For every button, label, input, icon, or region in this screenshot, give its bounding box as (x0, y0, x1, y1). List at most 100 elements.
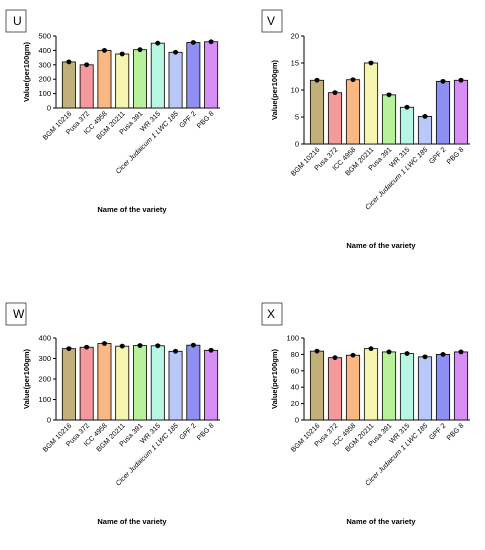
y-tick-label: 100 (38, 395, 51, 404)
bar (97, 50, 112, 109)
x-tick-label: PBG 8 (196, 422, 216, 442)
chart-panel-u: U 0 100 200 300 400 500 Value(per100gm) BGM 1021… (5, 9, 220, 214)
data-point (66, 346, 72, 352)
data-point (440, 78, 446, 84)
bar (115, 345, 130, 421)
bar (168, 350, 183, 421)
bar (399, 106, 415, 145)
y-tick-label: 0 (295, 140, 299, 149)
panel-label: V (267, 14, 275, 28)
data-point (368, 60, 374, 66)
panel-label-box (5, 9, 27, 33)
y-tick-label: 100 (286, 334, 299, 343)
y-axis-label: Value(per100gm) (270, 348, 279, 409)
y-tick-label: 20 (291, 399, 299, 408)
y-tick-label: 80 (291, 350, 299, 359)
y-tick-label: 0 (295, 416, 299, 425)
data-point (66, 59, 72, 65)
data-point (137, 47, 143, 53)
y-tick-label: 60 (291, 366, 299, 375)
data-point (422, 354, 428, 360)
x-tick-label: GPF 2 (428, 146, 447, 165)
x-axis-label: Name of the variety (97, 517, 167, 526)
data-point (458, 77, 464, 83)
bar (327, 92, 343, 145)
bar (79, 64, 94, 109)
bar (61, 61, 76, 109)
y-tick-label: 0 (47, 104, 51, 113)
bar (186, 344, 201, 421)
data-point (119, 343, 125, 349)
y-tick-label: 300 (38, 354, 51, 363)
data-point (155, 40, 161, 46)
data-point (422, 114, 428, 119)
data-point (404, 104, 410, 110)
bar (345, 354, 361, 421)
data-point (155, 343, 161, 349)
bar (79, 346, 94, 421)
data-point (350, 77, 356, 83)
bar (345, 79, 361, 145)
data-point (190, 40, 196, 45)
bar (381, 94, 397, 145)
y-tick-label: 200 (38, 375, 51, 384)
x-tick-label: GPF 2 (178, 422, 197, 441)
data-point (84, 62, 90, 68)
panel-label: U (13, 14, 22, 28)
x-axis-label: Name of the variety (97, 205, 167, 214)
bar (115, 53, 130, 109)
x-tick-label: GPF 2 (178, 110, 197, 129)
data-point (332, 355, 338, 361)
data-point (173, 348, 178, 354)
bar (186, 42, 201, 109)
data-point (137, 343, 143, 348)
x-tick-label: GPF 2 (428, 422, 447, 441)
y-tick-label: 400 (38, 334, 51, 343)
bar (435, 80, 451, 145)
bar (204, 41, 219, 109)
y-axis-label: Value(per100gm) (22, 41, 31, 102)
y-tick-label: 100 (38, 89, 51, 98)
data-point (173, 49, 178, 55)
y-tick-label: 200 (38, 75, 51, 84)
data-point (190, 342, 196, 348)
bar (133, 49, 147, 109)
data-point (314, 77, 320, 83)
x-tick-label: BGM 10216 (290, 422, 321, 453)
data-point (102, 48, 107, 53)
y-tick-label: 40 (291, 383, 299, 392)
bar (133, 345, 147, 421)
panel-label-box (261, 9, 283, 33)
y-axis-label: Value(per100gm) (270, 59, 279, 120)
x-axis-label: Name of the variety (346, 241, 416, 250)
bar (204, 349, 219, 421)
y-tick-label: 300 (38, 60, 51, 69)
x-tick-label: PBG 8 (446, 422, 466, 442)
bar (417, 116, 433, 145)
x-tick-label: BGM 10216 (42, 110, 73, 141)
data-point (386, 349, 392, 355)
data-point (208, 347, 214, 353)
bar (453, 351, 469, 421)
x-tick-label: BGM 10216 (290, 146, 321, 177)
y-tick-label: 15 (291, 59, 299, 68)
bar (309, 79, 325, 145)
y-tick-label: 400 (38, 46, 51, 55)
data-point (102, 341, 107, 346)
bar (453, 79, 469, 145)
x-axis-label: Name of the variety (346, 517, 416, 526)
bar (435, 353, 451, 421)
bar (381, 351, 397, 421)
bar (417, 356, 433, 421)
x-tick-label: PBG 8 (446, 146, 466, 166)
bar (97, 343, 112, 421)
y-tick-label: 500 (38, 32, 51, 41)
bar (363, 348, 379, 421)
data-point (119, 51, 125, 57)
y-tick-label: 5 (295, 113, 299, 122)
y-axis-label: Value(per100gm) (22, 348, 31, 409)
bar (327, 357, 343, 421)
